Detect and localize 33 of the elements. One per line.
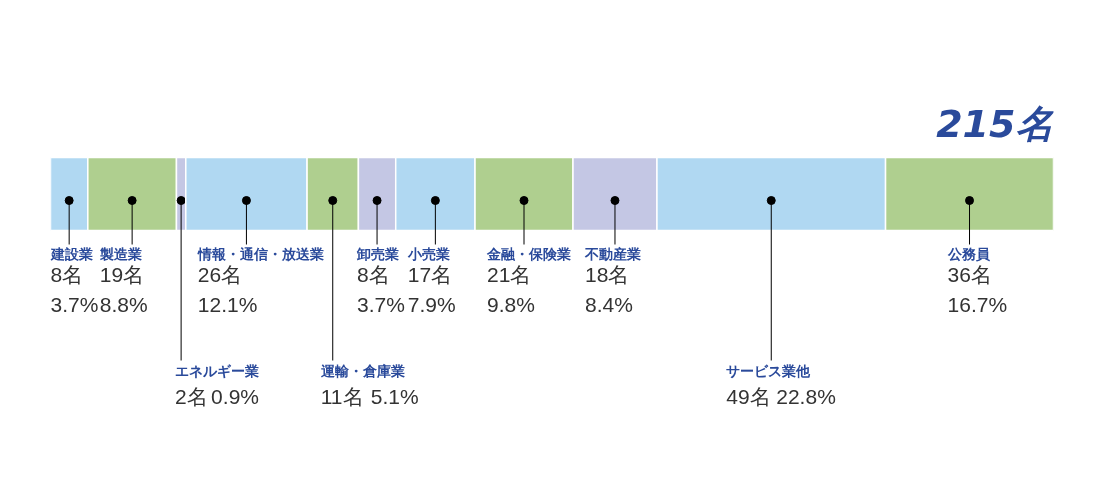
- series-label: 卸売業: [356, 245, 400, 262]
- text: 22.8%: [776, 384, 836, 408]
- data-label: 8名: [50, 262, 84, 286]
- data-label: 8名: [357, 262, 390, 286]
- series-label: 小売業: [406, 245, 450, 262]
- text: 3.7%: [50, 292, 99, 316]
- text: サービス業他: [726, 362, 812, 379]
- text: 3.7%: [357, 292, 405, 316]
- text: 8.8%: [99, 292, 148, 316]
- series-label: 金融・保険業: [486, 245, 572, 262]
- data-label: 17名: [407, 262, 453, 286]
- text: 運輸・倉庫業: [319, 362, 405, 379]
- data-label: 19名: [99, 262, 145, 286]
- text: 5.1%: [370, 384, 419, 408]
- data-label: 49名: [726, 384, 771, 408]
- text: 8.4%: [584, 292, 633, 316]
- text: 16.7%: [947, 292, 1008, 316]
- text: 7.9%: [407, 292, 456, 316]
- data-label: 11名: [320, 384, 364, 408]
- text: 9.8%: [487, 292, 535, 316]
- series-label: 建設業: [49, 245, 93, 262]
- text: 0.9%: [211, 384, 259, 408]
- data-label: 21名: [487, 262, 532, 286]
- text: エネルギー業: [175, 362, 260, 379]
- data-label: 18名: [584, 262, 630, 286]
- data-label: 26名: [197, 262, 243, 286]
- data-label: 36名: [947, 262, 992, 286]
- series-label: 公務員: [946, 245, 991, 262]
- series-label: 製造業: [98, 245, 142, 262]
- series-label: 情報・通信・放送業: [196, 245, 324, 262]
- data-label: 2名: [175, 384, 208, 408]
- series-label: 不動産業: [583, 245, 641, 262]
- text: 12.1%: [197, 292, 258, 316]
